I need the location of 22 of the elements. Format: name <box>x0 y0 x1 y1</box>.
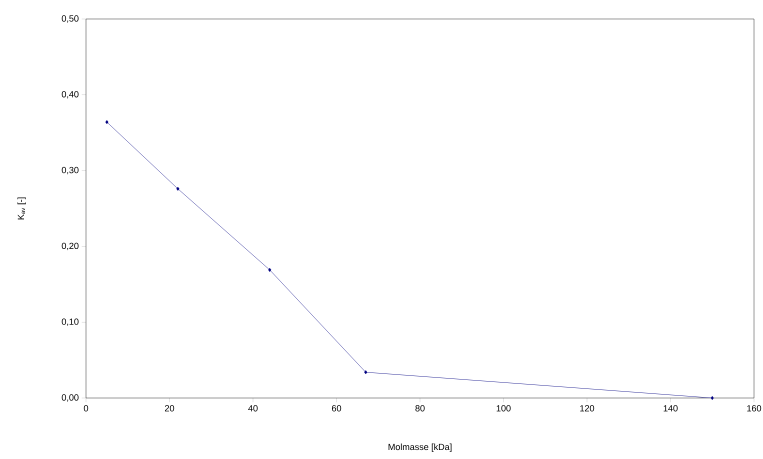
y-tick-label: 0,10 <box>62 318 79 326</box>
y-tick-label: 0,00 <box>62 394 79 402</box>
x-tick-label: 60 <box>332 405 342 412</box>
y-tick-label: 0,50 <box>62 15 79 23</box>
point <box>105 120 108 124</box>
x-tick-label: 160 <box>747 405 762 412</box>
point <box>710 396 714 400</box>
x-axis-title: Molmasse [kDa] <box>388 444 452 452</box>
y-axis-title: K$_{av}$ [-] <box>18 198 26 220</box>
point <box>268 268 272 272</box>
point <box>176 186 180 191</box>
y-tick-label: 0,40 <box>62 91 79 98</box>
x-tick-label: 0 <box>84 405 88 412</box>
x-tick-label: 20 <box>164 405 174 412</box>
x-tick-label: 120 <box>580 405 594 412</box>
point <box>364 370 368 374</box>
x-tick-label: 40 <box>248 405 258 412</box>
x-tick-label: 100 <box>496 405 511 412</box>
x-tick-label: 80 <box>415 405 425 412</box>
y-tick-label: 0,20 <box>62 242 79 250</box>
y-tick-label: 0,30 <box>62 166 79 174</box>
x-tick-label: 140 <box>664 405 678 412</box>
